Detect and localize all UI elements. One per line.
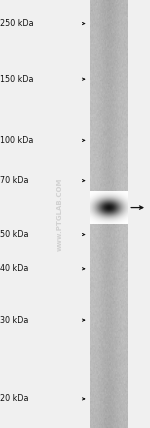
Text: 40 kDa: 40 kDa bbox=[0, 264, 28, 273]
Text: 150 kDa: 150 kDa bbox=[0, 74, 33, 84]
Text: 30 kDa: 30 kDa bbox=[0, 315, 28, 325]
Text: www.PTGLAB.COM: www.PTGLAB.COM bbox=[57, 177, 63, 251]
Text: 100 kDa: 100 kDa bbox=[0, 136, 33, 145]
Text: 20 kDa: 20 kDa bbox=[0, 394, 28, 404]
Text: 50 kDa: 50 kDa bbox=[0, 230, 28, 239]
Text: 250 kDa: 250 kDa bbox=[0, 19, 34, 28]
Text: 70 kDa: 70 kDa bbox=[0, 176, 28, 185]
